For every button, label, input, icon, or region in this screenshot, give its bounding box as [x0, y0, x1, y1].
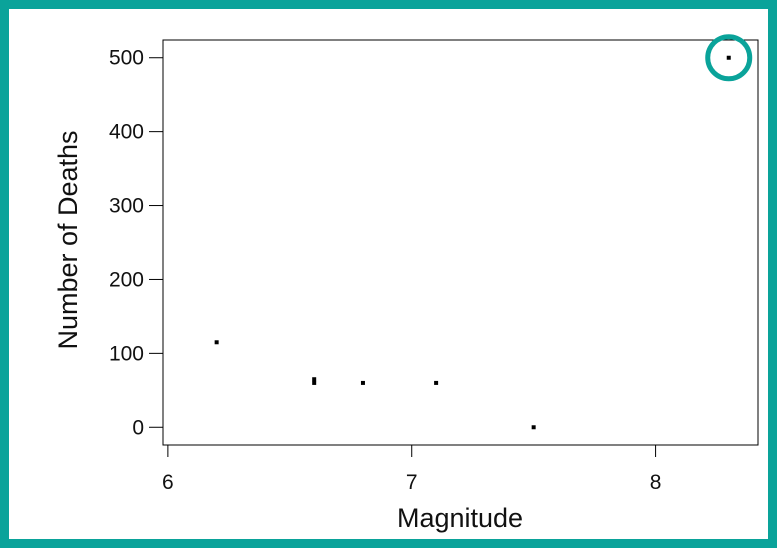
data-point	[312, 380, 317, 385]
data-points	[214, 55, 731, 430]
data-point	[726, 55, 731, 60]
data-point	[360, 380, 365, 385]
annotations	[705, 34, 753, 82]
x-tick-label: 6	[162, 471, 174, 494]
y-axis-title: Number of Deaths	[53, 130, 83, 349]
x-tick-label: 7	[406, 471, 418, 494]
x-axis: 6 7 8	[162, 445, 661, 494]
y-axis: 0 100 200 300 400 500	[109, 47, 163, 439]
data-point	[434, 380, 439, 385]
data-point	[531, 425, 536, 430]
x-axis-title: Magnitude	[397, 503, 523, 533]
y-tick-label: 500	[109, 47, 144, 70]
data-point	[214, 340, 219, 345]
y-tick-label: 200	[109, 268, 144, 291]
data-point	[312, 377, 317, 382]
y-tick-label: 100	[109, 342, 144, 365]
y-tick-label: 300	[109, 195, 144, 218]
highlight-circle	[705, 34, 753, 82]
y-tick-label: 400	[109, 121, 144, 144]
y-tick-label: 0	[132, 416, 144, 439]
plot-area	[162, 39, 759, 446]
x-tick-label: 8	[650, 471, 662, 494]
